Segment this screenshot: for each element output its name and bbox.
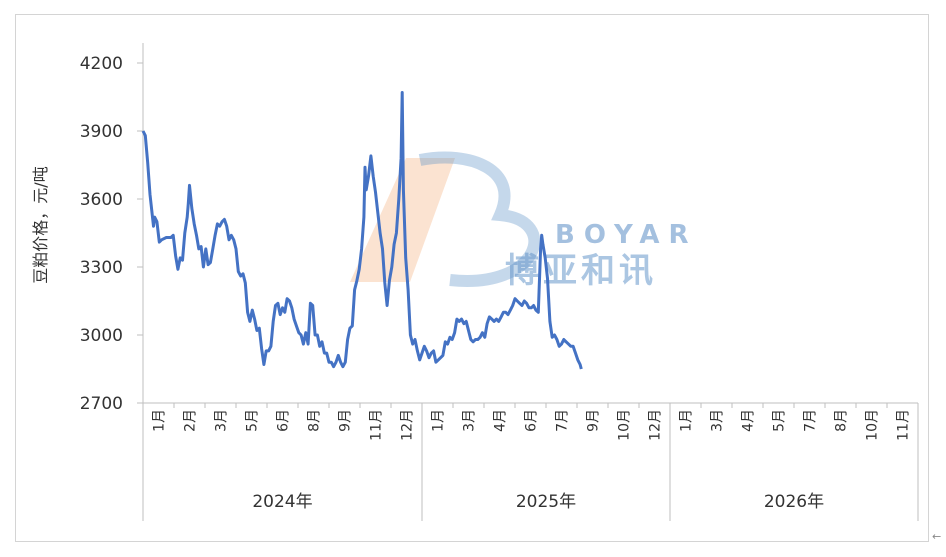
- y-tick-label: 3600: [80, 190, 123, 210]
- boyar-watermark: BOYAR 博亚和讯: [350, 151, 697, 291]
- x-month-label: 7月: [555, 409, 571, 432]
- x-month-label: 1月: [431, 409, 447, 432]
- y-tick-label: 3900: [80, 122, 123, 142]
- y-axis: 4200 3900 3600 3300 3000 2700: [80, 43, 144, 414]
- x-year-label: 2025年: [516, 492, 576, 512]
- x-month-label: 8月: [307, 409, 323, 432]
- x-month-label: 7月: [803, 409, 819, 432]
- x-month-label: 12月: [400, 409, 416, 441]
- x-month-label: 10月: [617, 409, 633, 441]
- y-tick-label: 2700: [80, 394, 123, 414]
- x-axis: 1月 2月 3月 5月 6月 8月 9月 11月 12月 2024年 1月 3月 4月 6月 7月 9月 10月…: [142, 402, 919, 521]
- x-year-label: 2024年: [252, 492, 312, 512]
- x-month-label: 1月: [679, 409, 695, 432]
- x-month-label: 4月: [741, 409, 757, 432]
- x-year-label: 2026年: [764, 492, 824, 512]
- y-tick-label: 4200: [80, 54, 123, 74]
- x-month-label: 11月: [896, 409, 912, 441]
- corner-arrow-icon: ←: [932, 530, 942, 543]
- x-month-label: 3月: [462, 409, 478, 432]
- x-month-label: 2月: [183, 409, 199, 432]
- x-month-label: 10月: [865, 409, 881, 441]
- price-series-line: [141, 91, 583, 370]
- x-month-label: 6月: [276, 409, 292, 432]
- x-month-label: 1月: [152, 409, 168, 432]
- chart-frame: [15, 14, 929, 542]
- watermark-chinese: 博亚和讯: [505, 251, 657, 291]
- x-month-label: 8月: [834, 409, 850, 432]
- x-month-label: 4月: [493, 409, 509, 432]
- x-month-label: 3月: [214, 409, 230, 432]
- x-month-label: 6月: [524, 409, 540, 432]
- y-axis-label: 豆粕价格，元/吨: [31, 166, 50, 283]
- y-tick-label: 3000: [80, 326, 123, 346]
- y-tick-label: 3300: [80, 258, 123, 278]
- x-month-label: 5月: [245, 409, 261, 432]
- x-month-label: 5月: [772, 409, 788, 432]
- x-month-label: 3月: [710, 409, 726, 432]
- series-layer: [141, 91, 583, 370]
- watermark-latin: BOYAR: [555, 220, 697, 250]
- x-month-label: 12月: [648, 409, 664, 441]
- watermark-logo-stripes: [350, 151, 541, 287]
- x-month-label: 9月: [586, 409, 602, 432]
- x-month-label: 9月: [338, 409, 354, 432]
- x-month-label: 11月: [369, 409, 385, 441]
